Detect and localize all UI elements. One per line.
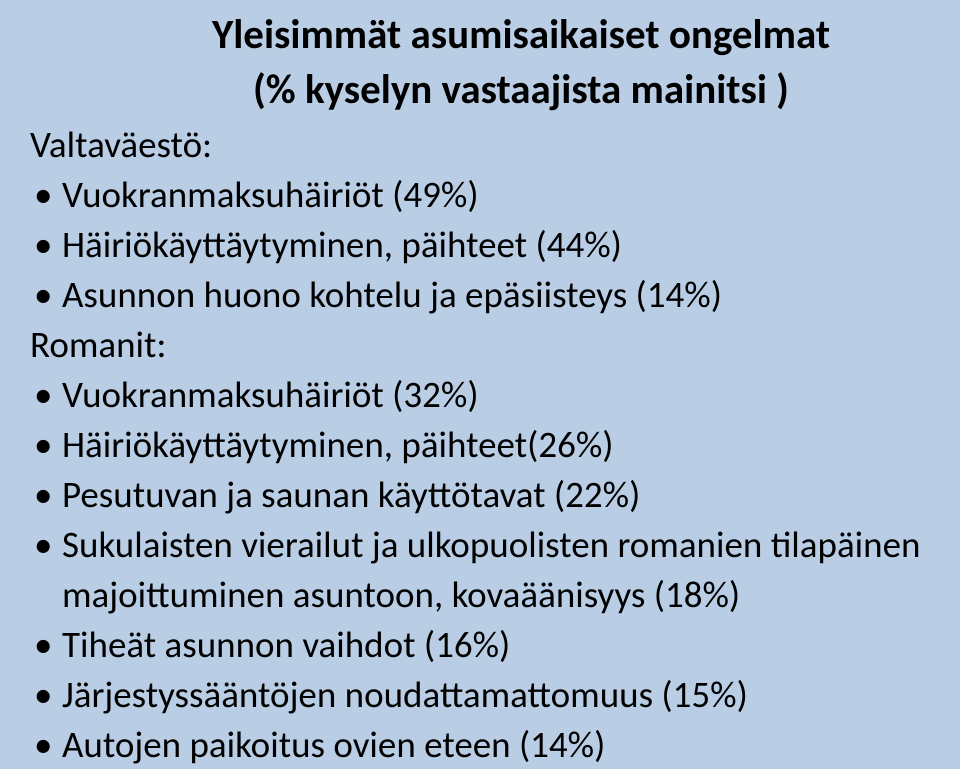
list-item: Järjestyssääntöjen noudattamattomuus (15… [30, 670, 930, 720]
list-item: Pesutuvan ja saunan käyttötavat (22%) [30, 470, 930, 520]
group-label-2: Romanit: [30, 320, 930, 370]
list-item: Sukulaisten vierailut ja ulkopuolisten r… [30, 520, 930, 620]
list-item: Vuokranmaksuhäiriöt (49%) [30, 170, 930, 220]
group-2-list: Vuokranmaksuhäiriöt (32%) Häiriökäyttäyt… [30, 370, 930, 769]
list-item: Häiriökäyttäytyminen, päihteet(26%) [30, 420, 930, 470]
slide: Yleisimmät asumisaikaiset ongelmat (% ky… [0, 0, 960, 735]
group-label-1: Valtaväestö: [30, 120, 930, 170]
group-1-list: Vuokranmaksuhäiriöt (49%) Häiriökäyttäyt… [30, 170, 930, 320]
list-item: Autojen paikoitus ovien eteen (14%) [30, 720, 930, 769]
list-item: Asunnon huono kohtelu ja epäsiisteys (14… [30, 270, 930, 320]
list-item: Tiheät asunnon vaihdot (16%) [30, 620, 930, 670]
slide-title: Yleisimmät asumisaikaiset ongelmat [112, 12, 930, 59]
slide-subtitle: (% kyselyn vastaajista mainitsi ) [112, 67, 930, 114]
list-item: Häiriökäyttäytyminen, päihteet (44%) [30, 220, 930, 270]
list-item: Vuokranmaksuhäiriöt (32%) [30, 370, 930, 420]
